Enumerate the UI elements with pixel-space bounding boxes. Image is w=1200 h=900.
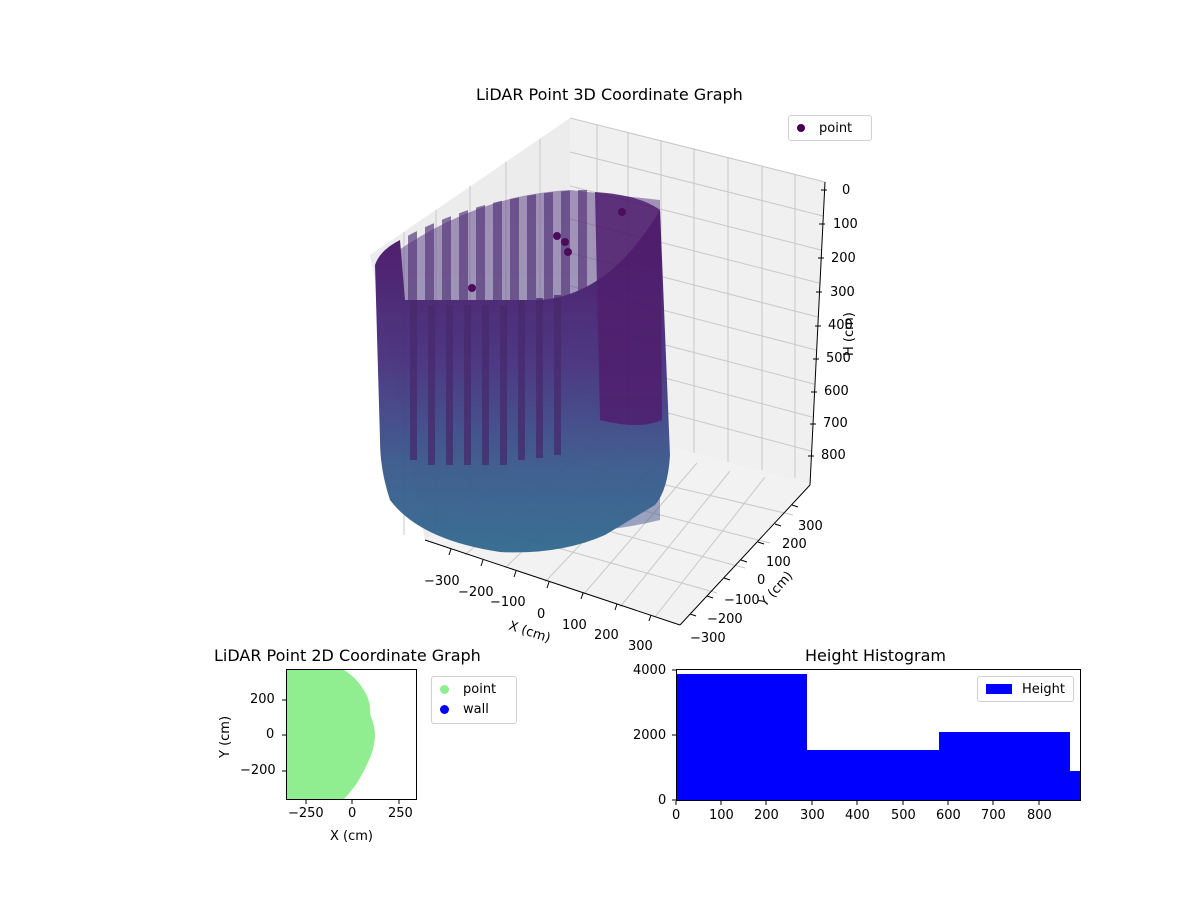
legend-item-height: Height [978,677,1073,701]
y-axis-label-2d: Y (cm) [218,715,233,758]
legend-label: Height [1022,681,1065,697]
z-tick: 300 [830,285,855,300]
z-tick: 200 [831,251,856,266]
x-tick: 300 [628,639,653,654]
x-tick: −100 [490,595,526,610]
y-tick: −200 [707,612,743,627]
plot2d-title: LiDAR Point 2D Coordinate Graph [214,646,481,665]
y-tick: 200 [250,692,275,707]
x-tick: −250 [288,806,324,821]
z-axis-label: H (cm) [842,312,857,356]
x-tick: 600 [936,808,961,823]
x-tick: 0 [672,808,681,823]
z-tick: 0 [842,183,851,198]
x-tick: 100 [709,808,734,823]
point-cloud [375,190,670,553]
plot2d-scatter-area [287,670,375,799]
hist-bars [677,674,1080,800]
hist-bar [1070,771,1080,800]
x-tick: 700 [981,808,1006,823]
height-patch-icon [986,684,1013,694]
y-tick: 0 [658,793,667,808]
z-tick: 100 [833,217,858,232]
z-tick: 400 [828,318,853,333]
x-tick: 500 [891,808,916,823]
y-tick: 0 [757,573,766,588]
x-tick: −300 [424,574,460,589]
hist-title: Height Histogram [805,646,946,665]
z-tick: 600 [824,384,849,399]
z-tick: 700 [823,416,848,431]
x-tick: 0 [537,607,546,622]
legend-item-wall: wall [432,699,516,719]
y-tick: 4000 [633,663,667,678]
y-tick: −100 [724,593,760,608]
y-tick: 100 [766,555,791,570]
x-tick: 0 [348,806,357,821]
point-marker-icon [440,684,449,694]
legend-item-point: point [432,679,516,699]
x-tick: −200 [458,585,494,600]
plot3d-title: LiDAR Point 3D Coordinate Graph [476,85,743,104]
y-tick: −300 [690,631,726,646]
x-tick: 300 [800,808,825,823]
x-tick: 400 [845,808,870,823]
legend-label: point [463,681,497,697]
hist-legend: Height [977,676,1074,702]
x-tick: 200 [594,628,619,643]
plot2d-legend: point wall [431,676,517,724]
y-tick: 0 [266,727,275,742]
y-tick: 300 [798,519,823,534]
z-tick: 500 [826,351,851,366]
y-tick: −200 [240,763,276,778]
y-tick: 2000 [633,728,667,743]
x-tick: 250 [388,806,413,821]
legend-label: wall [463,701,489,717]
x-axis-label-2d: X (cm) [330,829,373,844]
plot3d-legend: point [788,115,872,141]
legend-item-point: point [789,116,871,140]
z-tick: 800 [821,448,846,463]
point-marker-icon [797,124,805,132]
x-tick: 100 [562,618,587,633]
plot2d-axes [286,669,417,800]
x-tick: 800 [1027,808,1052,823]
x-tick: 200 [754,808,779,823]
hist-bar [677,674,807,800]
hist-bar [939,732,1070,800]
hist-bar [807,750,939,800]
wall-marker-icon [440,704,449,714]
y-tick: 200 [782,537,807,552]
legend-label: point [819,120,853,136]
